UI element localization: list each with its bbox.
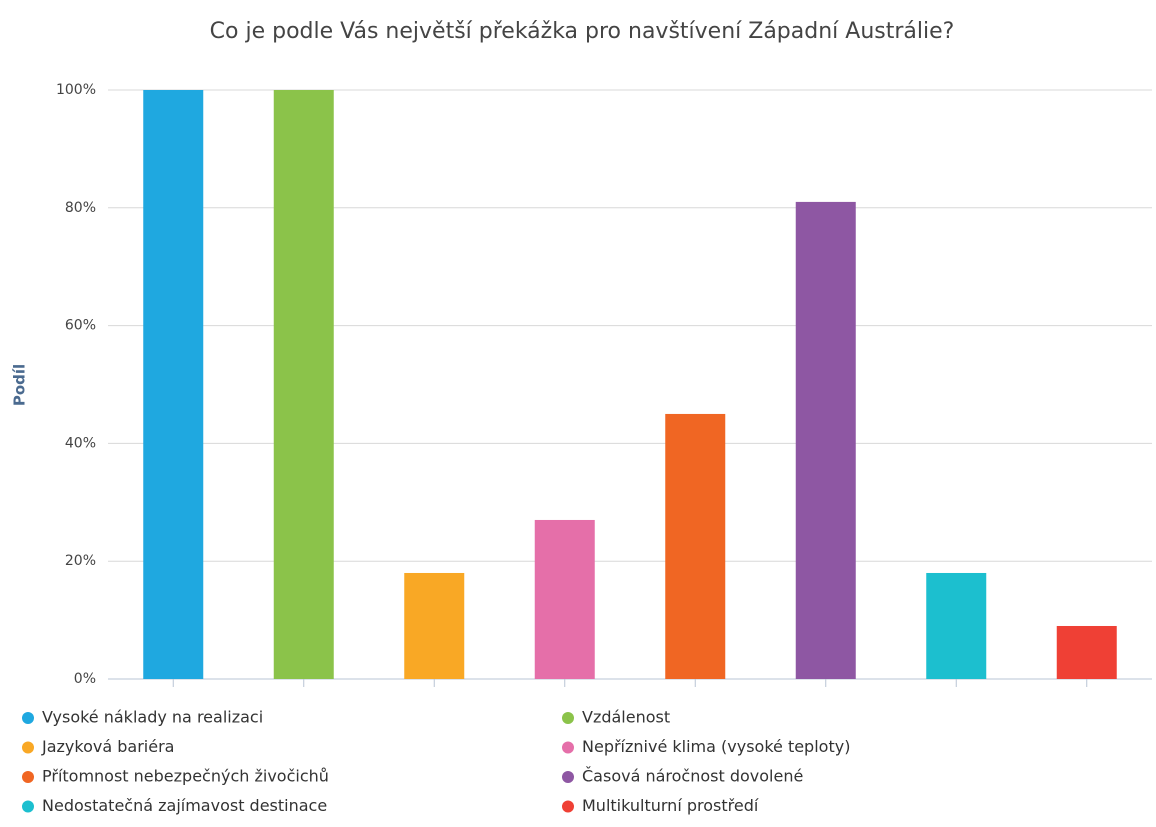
legend-marker: [562, 712, 574, 724]
legend-marker: [22, 712, 34, 724]
y-tick-label: 20%: [65, 553, 96, 569]
bar: [143, 90, 204, 679]
y-tick-label: 80%: [65, 200, 96, 216]
legend-marker: [562, 741, 574, 754]
y-tick-label: 0%: [74, 671, 96, 687]
bar: [795, 201, 856, 679]
bar: [534, 519, 595, 679]
y-tick-label: 60%: [65, 318, 96, 334]
legend-label: Vysoké náklady na realizaci: [42, 708, 263, 727]
y-tick-label: 100%: [56, 82, 96, 98]
legend-marker: [22, 800, 34, 813]
legend-marker: [22, 771, 34, 783]
legend-marker: [562, 800, 574, 813]
legend-label: Jazyková bariéra: [41, 737, 174, 756]
bar: [926, 572, 987, 679]
chart-title: Co je podle Vás největší překážka pro na…: [210, 19, 955, 44]
bar: [1056, 625, 1117, 679]
legend-marker: [22, 741, 34, 754]
bar: [404, 572, 465, 679]
legend-label: Multikulturní prostředí: [582, 796, 759, 815]
legend-label: Vzdálenost: [582, 708, 670, 727]
legend-marker: [562, 771, 574, 783]
y-axis-title: Podíl: [11, 364, 29, 406]
legend-label: Přítomnost nebezpečných živočichů: [42, 767, 329, 786]
legend-label: Nedostatečná zajímavost destinace: [42, 796, 327, 815]
bar: [665, 413, 726, 679]
legend-label: Nepříznivé klima (vysoké teploty): [582, 737, 850, 756]
y-tick-label: 40%: [65, 435, 96, 451]
legend-label: Časová náročnost dovolené: [582, 767, 803, 786]
bar: [273, 90, 334, 679]
